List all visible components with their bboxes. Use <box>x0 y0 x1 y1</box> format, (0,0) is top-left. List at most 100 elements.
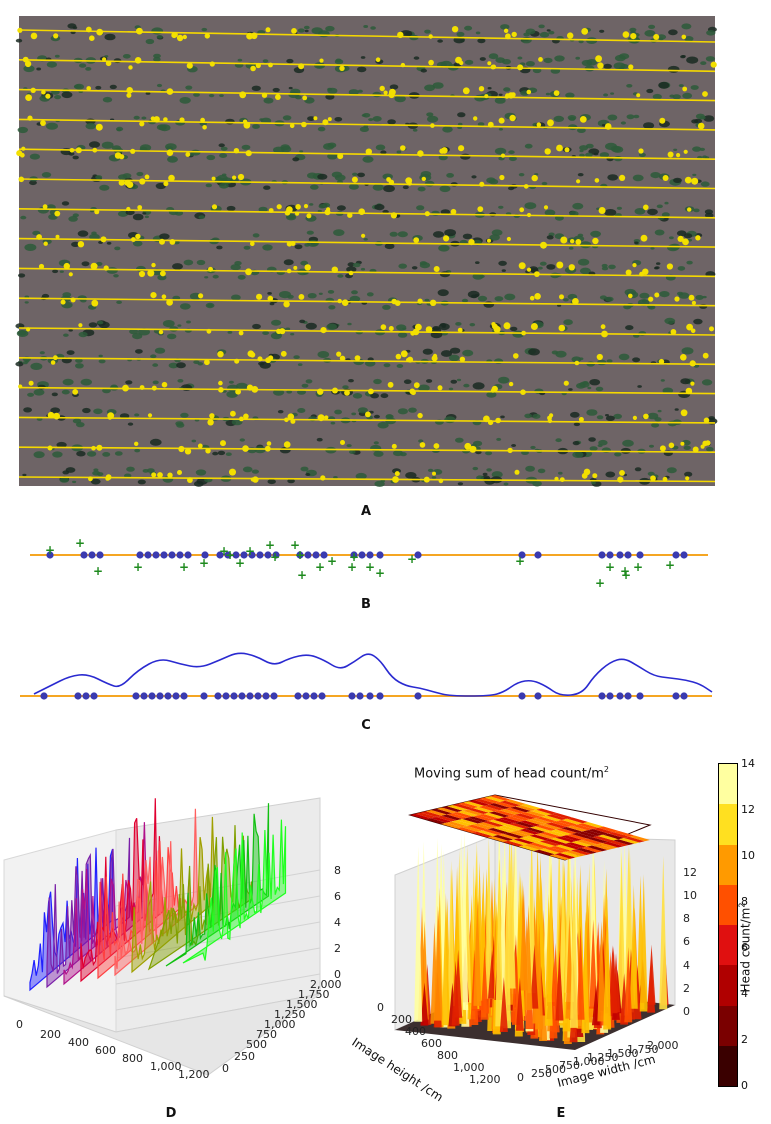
plant-leaf <box>475 31 481 35</box>
head-marker <box>348 270 354 276</box>
colorbar-tick-label: 12 <box>741 803 755 816</box>
x-tick-label: 0 <box>377 1001 384 1014</box>
head-dot <box>248 551 256 559</box>
heatmap-cell <box>535 816 557 823</box>
plant-leaf <box>267 292 272 295</box>
heatmap-cell <box>498 833 519 840</box>
head-marker <box>392 476 399 483</box>
head-marker <box>280 350 287 357</box>
plant-leaf <box>541 181 548 186</box>
head-marker <box>88 476 93 482</box>
plant-leaf <box>686 260 693 265</box>
surface-spike <box>555 950 564 1021</box>
head-marker <box>685 476 690 481</box>
plant-leaf <box>72 418 82 424</box>
heatmap-cell <box>482 829 504 835</box>
plant-leaf <box>450 379 458 384</box>
plant-leaf <box>206 154 216 161</box>
head-marker <box>554 476 559 481</box>
head-marker <box>261 92 268 98</box>
plant-leaf <box>524 413 533 419</box>
x-tick-label: 1,200 <box>469 1073 501 1086</box>
plant-leaf <box>300 466 309 472</box>
head-marker <box>207 419 214 426</box>
head-marker <box>518 262 526 270</box>
head-marker <box>483 415 490 423</box>
head-marker <box>417 412 423 419</box>
head-marker <box>568 264 575 271</box>
head-marker <box>526 89 532 95</box>
plant-leaf <box>438 244 450 252</box>
plant-leaf <box>498 260 507 266</box>
plant-leaf <box>56 441 67 449</box>
plant-leaf <box>572 202 584 210</box>
crop-row-line <box>18 327 716 336</box>
heatmap-cell <box>597 843 619 849</box>
head-marker <box>95 123 103 131</box>
plant-leaf <box>656 34 667 40</box>
plant-leaf <box>24 301 29 304</box>
head-marker <box>407 356 414 363</box>
plant-leaf <box>457 126 463 129</box>
head-dot <box>156 692 164 700</box>
head-marker <box>576 179 581 184</box>
plant-leaf <box>585 152 593 158</box>
plant-leaf <box>449 347 461 354</box>
head-marker <box>47 445 53 451</box>
plant-leaf <box>361 114 367 117</box>
head-marker <box>202 125 207 130</box>
head-marker <box>601 330 608 338</box>
surface-spike <box>487 949 496 999</box>
heatmap-cell <box>603 833 624 840</box>
head-marker <box>425 326 433 333</box>
head-marker <box>365 411 371 418</box>
plant-leaf <box>237 58 243 62</box>
head-marker <box>477 206 484 213</box>
head-marker <box>303 204 309 209</box>
plant-leaf <box>297 408 306 413</box>
head-marker <box>684 176 692 184</box>
head-marker <box>429 299 437 306</box>
plant-leaf <box>420 171 432 178</box>
plant-leaf <box>29 180 37 186</box>
head-marker <box>536 122 542 127</box>
plant-leaf <box>576 382 586 389</box>
head-dot <box>304 551 312 559</box>
head-marker <box>161 381 168 388</box>
plant-leaf <box>360 56 366 59</box>
z-tick-label: 12 <box>683 866 697 879</box>
plant-leaf <box>477 38 486 44</box>
plant-leaf <box>368 118 374 122</box>
heatmap-cell <box>483 821 504 827</box>
head-marker <box>639 271 644 277</box>
plant-leaf <box>95 85 102 90</box>
plant-leaf <box>396 364 404 368</box>
head-marker <box>578 417 584 422</box>
plant-leaf <box>695 113 705 120</box>
plant-leaf <box>63 333 69 337</box>
heatmap-cell <box>509 814 531 821</box>
head-marker <box>298 63 305 70</box>
colorbar-segment <box>719 844 737 885</box>
y-tick-label: 0 <box>222 1062 229 1075</box>
heatmap-cell <box>561 827 583 833</box>
head-marker <box>275 94 281 100</box>
head-marker <box>689 360 696 367</box>
surface-spike <box>515 977 524 1031</box>
detection-plus: + <box>633 560 643 574</box>
plant-leaf <box>692 173 697 177</box>
surface-spike <box>441 892 450 1026</box>
plant-leaf <box>152 380 159 385</box>
panel-label-d: D <box>165 1106 177 1121</box>
head-marker <box>250 65 256 72</box>
plant-leaf <box>546 235 554 240</box>
plant-leaf <box>394 95 406 103</box>
plant-leaf <box>286 214 297 221</box>
plant-leaf <box>348 379 354 383</box>
heatmap-cell <box>519 820 541 827</box>
plant-leaf <box>359 126 369 132</box>
plant-leaf <box>305 379 313 384</box>
plant-leaf <box>327 153 338 160</box>
crop-row-line <box>18 297 716 307</box>
plant-leaf <box>74 84 82 89</box>
